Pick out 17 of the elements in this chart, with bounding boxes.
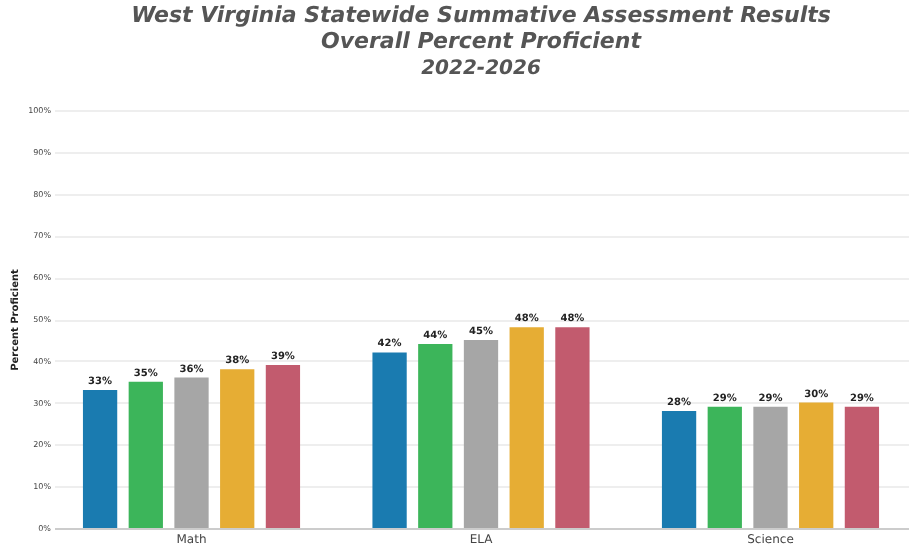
bar	[82, 390, 118, 528]
chart-subtitle: 2022-2026	[421, 58, 541, 80]
bar	[844, 406, 880, 528]
bar	[753, 406, 788, 528]
bar	[372, 352, 407, 528]
chart-title: West Virginia Statewide Summative Assessment Results Overall Percent Proficient	[131, 2, 832, 54]
bar	[418, 344, 453, 528]
bar	[555, 327, 590, 528]
bar	[509, 327, 544, 528]
bar	[128, 381, 163, 528]
bar	[707, 406, 742, 528]
bar	[799, 402, 834, 528]
bar	[220, 369, 255, 528]
bar	[661, 410, 697, 528]
bar	[265, 364, 301, 528]
bar	[174, 377, 209, 528]
bar	[463, 339, 499, 528]
